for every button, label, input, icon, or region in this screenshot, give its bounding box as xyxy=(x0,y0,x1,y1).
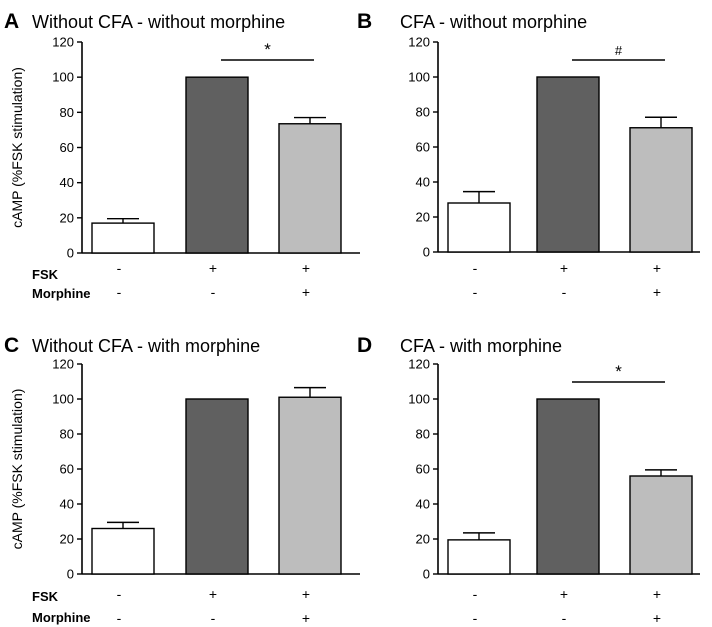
y-tick-label: 120 xyxy=(408,357,430,372)
bar-3 xyxy=(629,475,693,575)
bar-1 xyxy=(447,539,511,575)
significance-label: * xyxy=(615,362,622,381)
bar-2 xyxy=(536,76,600,253)
y-tick-label: 0 xyxy=(67,567,74,582)
y-tick-label: 80 xyxy=(416,427,430,442)
condition-sign: - xyxy=(473,260,478,276)
y-tick-label: 20 xyxy=(60,210,74,225)
y-tick-label: 80 xyxy=(416,105,430,120)
chart-panel-c: C Without CFA - with morphine 0 20 40 60 80 100… xyxy=(4,334,360,626)
bar-3 xyxy=(278,396,342,575)
significance-label: # xyxy=(615,43,623,58)
condition-sign: - xyxy=(117,586,122,602)
condition-sign: + xyxy=(653,586,661,602)
condition-sign: - xyxy=(117,610,122,626)
y-tick-label: 40 xyxy=(416,175,430,190)
bar-3 xyxy=(629,127,693,253)
condition-sign: + xyxy=(209,586,217,602)
y-tick-label: 40 xyxy=(416,497,430,512)
y-tick-label: 100 xyxy=(52,392,74,407)
y-tick-label: 20 xyxy=(60,532,74,547)
panel-letter: D xyxy=(357,334,372,357)
y-tick-label: 120 xyxy=(52,35,74,50)
y-tick-label: 40 xyxy=(60,175,74,190)
y-tick-label: 80 xyxy=(60,105,74,120)
y-tick-label: 100 xyxy=(408,70,430,85)
panel-letter: B xyxy=(357,10,372,33)
panel-title: CFA - without morphine xyxy=(400,12,587,32)
bar-1 xyxy=(447,202,511,253)
y-tick-label: 0 xyxy=(67,246,74,261)
condition-sign: + xyxy=(302,284,310,300)
y-tick-label: 60 xyxy=(416,462,430,477)
y-axis-label: cAMP (%FSK stimulation) xyxy=(9,67,25,228)
condition-sign: - xyxy=(117,260,122,276)
row-label-fsk: FSK xyxy=(32,267,59,282)
condition-sign: + xyxy=(653,284,661,300)
panel-title: CFA - with morphine xyxy=(400,336,562,356)
y-tick-label: 60 xyxy=(60,140,74,155)
y-tick-label: 40 xyxy=(60,497,74,512)
bar-1 xyxy=(91,527,155,575)
y-tick-label: 20 xyxy=(416,210,430,225)
condition-sign: - xyxy=(473,284,478,300)
condition-sign: + xyxy=(302,586,310,602)
significance-label: * xyxy=(264,40,271,59)
chart-panel-b: B CFA - without morphine 0 20 40 60 80 100 120 # -… xyxy=(357,10,700,300)
condition-sign: + xyxy=(653,610,661,626)
y-tick-label: 0 xyxy=(423,245,430,260)
bar-2 xyxy=(536,398,600,575)
chart-panel-d: D CFA - with morphine 0 20 40 60 80 100 120 * - + + -… xyxy=(357,334,700,626)
condition-sign: - xyxy=(473,586,478,602)
condition-sign: + xyxy=(209,260,217,276)
condition-sign: - xyxy=(211,284,216,300)
y-tick-label: 0 xyxy=(423,567,430,582)
condition-sign: - xyxy=(562,610,567,626)
condition-sign: + xyxy=(653,260,661,276)
panel-title: Without CFA - without morphine xyxy=(32,12,285,32)
row-label-morphine: Morphine xyxy=(32,610,91,625)
y-tick-label: 100 xyxy=(52,70,74,85)
bar-2 xyxy=(185,76,249,254)
y-tick-label: 80 xyxy=(60,427,74,442)
condition-sign: - xyxy=(117,284,122,300)
row-label-morphine: Morphine xyxy=(32,286,91,301)
condition-sign: + xyxy=(560,586,568,602)
chart-panel-a: A Without CFA - without morphine 0 20 40 60 80… xyxy=(4,10,360,301)
condition-sign: - xyxy=(562,284,567,300)
bar-2 xyxy=(185,398,249,575)
condition-sign: + xyxy=(302,610,310,626)
y-tick-label: 100 xyxy=(408,392,430,407)
condition-sign: + xyxy=(560,260,568,276)
y-tick-label: 20 xyxy=(416,532,430,547)
panel-letter: A xyxy=(4,10,19,33)
bar-1 xyxy=(91,222,155,254)
y-tick-label: 120 xyxy=(52,357,74,372)
panel-letter: C xyxy=(4,334,19,357)
bar-3 xyxy=(278,123,342,254)
panel-title: Without CFA - with morphine xyxy=(32,336,260,356)
y-tick-label: 120 xyxy=(408,35,430,50)
y-axis-label: cAMP (%FSK stimulation) xyxy=(9,389,25,550)
condition-sign: - xyxy=(473,610,478,626)
condition-sign: - xyxy=(211,610,216,626)
row-label-fsk: FSK xyxy=(32,589,59,604)
y-tick-label: 60 xyxy=(416,140,430,155)
condition-sign: + xyxy=(302,260,310,276)
y-tick-label: 60 xyxy=(60,462,74,477)
